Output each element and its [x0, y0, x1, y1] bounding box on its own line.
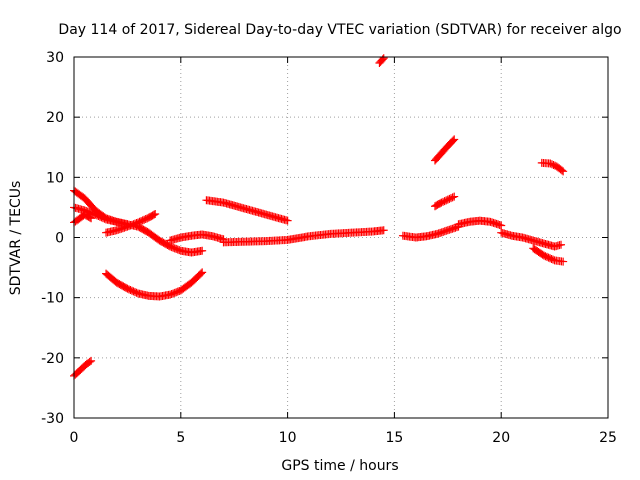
- data-point: [149, 210, 158, 219]
- data-point: [196, 269, 205, 278]
- data-point: [379, 226, 388, 235]
- data-point: [559, 257, 568, 266]
- x-axis-label: GPS time / hours: [281, 458, 398, 474]
- ticks: 0 5 10 15 20 25 -30 -20 -10 0 10 20 30: [41, 50, 617, 446]
- x-tick-label: 5: [176, 430, 185, 446]
- series-track-17: [537, 158, 568, 176]
- data-point: [557, 166, 566, 175]
- y-tick-label: -20: [41, 351, 64, 367]
- x-tick-label: 15: [385, 430, 403, 446]
- y-tick-label: -30: [41, 411, 64, 427]
- y-tick-label: 0: [55, 231, 64, 247]
- y-axis-label: SDTVAR / TECUs: [8, 181, 24, 296]
- series-track-10: [375, 54, 388, 68]
- data-point: [87, 356, 96, 365]
- data-point: [559, 167, 568, 176]
- series-track-12: [430, 135, 459, 165]
- series-track-14: [454, 216, 506, 230]
- data-point: [198, 268, 207, 277]
- series-track-11: [398, 222, 463, 242]
- data-point: [450, 192, 459, 201]
- data-layer: [70, 54, 568, 380]
- series-track-9: [202, 196, 292, 225]
- x-tick-label: 10: [279, 430, 297, 446]
- y-tick-label: -10: [41, 291, 64, 307]
- data-point: [151, 210, 160, 219]
- x-tick-label: 25: [599, 430, 617, 446]
- data-point: [557, 240, 566, 249]
- data-point: [379, 54, 388, 63]
- series-track-15: [497, 228, 566, 251]
- series-track-7: [166, 230, 228, 245]
- data-point: [283, 216, 292, 225]
- data-point: [448, 193, 457, 202]
- y-tick-label: 30: [46, 50, 64, 66]
- series-track-8: [219, 226, 388, 247]
- y-tick-label: 10: [46, 170, 64, 186]
- chart-title: Day 114 of 2017, Sidereal Day-to-day VTE…: [58, 22, 621, 38]
- x-tick-label: 0: [70, 430, 79, 446]
- series-track-13: [430, 192, 459, 211]
- series-track-4: [102, 210, 160, 237]
- data-point: [450, 135, 459, 144]
- data-point: [85, 357, 94, 366]
- series-track-16: [529, 244, 568, 266]
- x-tick-label: 20: [492, 430, 510, 446]
- data-point: [449, 136, 458, 145]
- data-point: [198, 246, 207, 255]
- y-tick-label: 20: [46, 110, 64, 126]
- data-point: [497, 221, 506, 230]
- series-track-5: [102, 268, 207, 301]
